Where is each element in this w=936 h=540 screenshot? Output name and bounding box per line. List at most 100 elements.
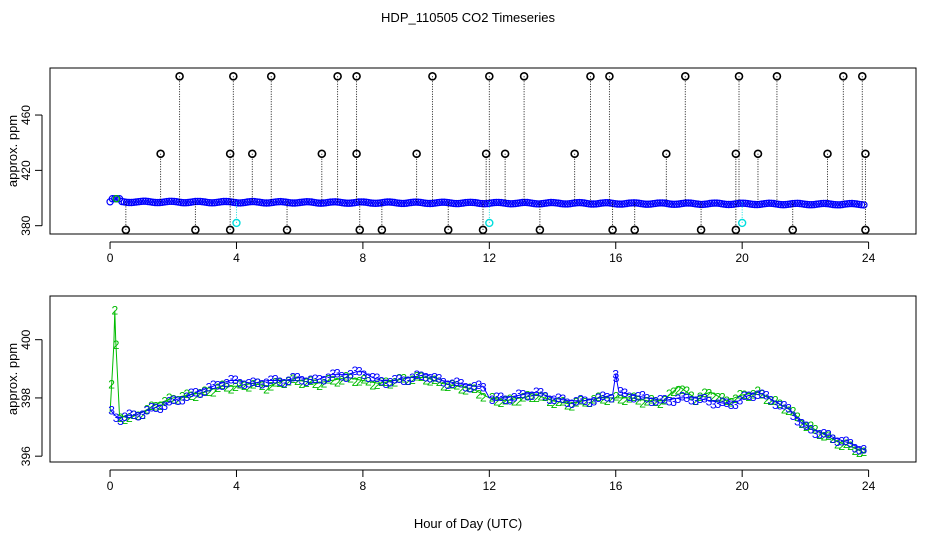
series-3-marker: 3 [582, 394, 589, 408]
series-3-marker: 3 [268, 373, 275, 387]
series-2-marker: 2 [617, 392, 624, 406]
series-3-marker: 3 [821, 426, 828, 440]
bottom-plot-frame [49, 295, 917, 463]
series-3-marker: 3 [776, 399, 783, 413]
series-2-marker: 2 [626, 392, 633, 406]
series-2-marker: 2 [542, 390, 549, 404]
series-3-marker: 3 [697, 392, 704, 406]
series-2-marker: 2 [139, 408, 146, 422]
series-2-line [109, 310, 866, 454]
x-tick-label: 16 [609, 479, 623, 493]
series-3-marker: 3 [228, 373, 235, 387]
spike-low-point [355, 225, 365, 235]
series-2-marker: 2 [480, 390, 487, 404]
series-2-marker: 2 [847, 439, 854, 453]
spike-mid-point [156, 149, 165, 159]
baseline-point [478, 199, 486, 208]
series-3-marker: 3 [400, 374, 407, 388]
baseline-point [400, 199, 408, 208]
series-3-marker: 3 [661, 393, 668, 407]
spike-high-point [857, 72, 867, 81]
series-2-marker: 2 [785, 404, 792, 418]
baseline-point [793, 199, 802, 207]
x-tick-label: 4 [233, 251, 240, 265]
series-3-marker: 3 [644, 392, 651, 406]
series-2-marker: 2 [436, 375, 443, 389]
series-2-marker: 2 [192, 390, 199, 404]
baseline-point [843, 200, 852, 208]
baseline-point [360, 198, 368, 206]
series-3-marker: 3 [838, 435, 845, 449]
series-2-marker: 2 [476, 388, 483, 402]
series-2-marker: 2 [560, 395, 567, 409]
series-2-marker: 2 [675, 384, 682, 398]
spike-high-point [229, 72, 238, 81]
series-2-marker: 2 [799, 417, 806, 431]
series-2-marker: 2 [175, 393, 182, 407]
series-2-marker: 2 [586, 396, 593, 410]
baseline-point [585, 200, 593, 208]
series-2-marker: 2 [555, 395, 562, 409]
series-3-marker: 3 [830, 432, 837, 446]
series-2-marker: 2 [338, 373, 345, 387]
series-2-marker: 2 [316, 379, 323, 393]
series-3-marker: 3 [418, 369, 425, 383]
series-2-marker: 2 [515, 394, 522, 408]
series-3-marker: 3 [511, 390, 518, 404]
series-3-marker: 3 [626, 390, 633, 404]
series-2-marker: 2 [378, 375, 385, 389]
series-2-marker: 2 [489, 391, 496, 405]
bottom-data-marks: 2222222222222222222222222222222222222222… [108, 304, 867, 460]
series-2-marker: 2 [551, 397, 558, 411]
baseline-point [367, 199, 375, 207]
series-3-marker: 3 [378, 375, 385, 389]
series-2-marker: 2 [241, 379, 248, 393]
series-3-marker: 3 [445, 378, 452, 392]
spike-high-point [333, 72, 342, 81]
baseline-point [682, 199, 690, 207]
series-2-marker: 2 [166, 391, 173, 405]
baseline-point [217, 197, 226, 206]
series-2-marker: 2 [396, 372, 403, 386]
series-3-marker: 3 [245, 376, 252, 390]
baseline-point [668, 200, 676, 208]
series-2-marker: 2 [608, 391, 615, 405]
series-3-marker: 3 [489, 393, 496, 407]
series-3-marker: 3 [706, 395, 713, 409]
series-2-marker: 2 [714, 391, 721, 405]
series-3-marker: 3 [427, 372, 434, 386]
series-2-marker: 2 [356, 375, 363, 389]
baseline-point [627, 199, 636, 207]
series-2-marker: 2 [334, 376, 341, 390]
y-tick-label: 420 [19, 160, 33, 180]
baseline-point [438, 198, 446, 206]
series-2-marker: 2 [745, 390, 752, 404]
series-2-marker: 2 [568, 399, 575, 413]
baseline-point [831, 200, 840, 209]
series-2-marker: 2 [113, 338, 120, 352]
baseline-point [708, 199, 716, 207]
series-3-marker: 3 [542, 389, 549, 403]
series-3-marker: 3 [232, 373, 239, 387]
series-3-marker: 3 [635, 390, 642, 404]
series-3-marker: 3 [188, 386, 195, 400]
baseline-point [343, 199, 351, 207]
series-3-marker: 3 [272, 372, 279, 386]
series-2-marker: 2 [644, 395, 651, 409]
series-3-marker: 3 [807, 423, 814, 437]
baseline-point [179, 198, 188, 207]
series-3-marker: 3 [360, 368, 367, 382]
series-2-marker: 2 [237, 377, 244, 391]
series-3-marker: 3 [259, 378, 266, 392]
series-3-marker: 3 [816, 428, 823, 442]
baseline-point [291, 199, 299, 207]
series-2-marker: 2 [648, 393, 655, 407]
series-3-marker: 3 [436, 371, 443, 385]
series-3-marker: 3 [122, 410, 129, 424]
spike-high-point [839, 72, 848, 81]
series-3-marker: 3 [365, 371, 372, 385]
series-3-marker: 3 [843, 434, 850, 448]
series-3-marker: 3 [467, 382, 474, 396]
baseline-point [670, 200, 678, 208]
